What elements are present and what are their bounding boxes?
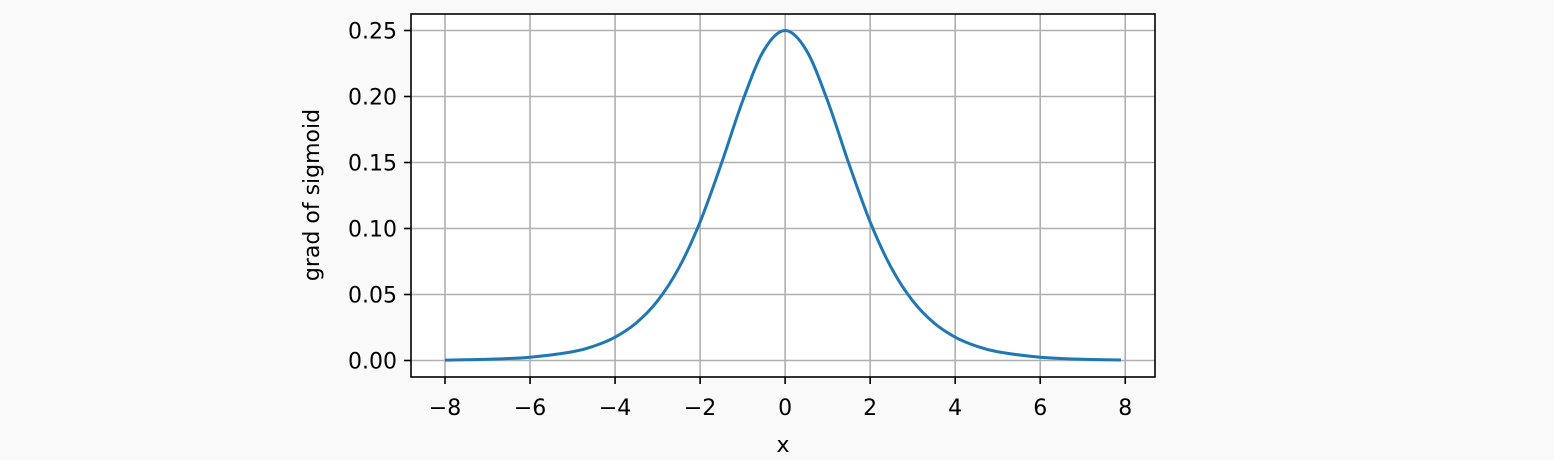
plot-area-background [411, 14, 1155, 377]
x-tick-label: 6 [1033, 396, 1047, 421]
x-tick-label: −4 [599, 396, 631, 421]
line-layer [444, 29, 1122, 362]
y-tick-label: 0.20 [348, 86, 397, 111]
y-tick-label: 0.05 [348, 284, 397, 309]
x-tick-label: −2 [684, 396, 716, 421]
y-axis: 0.00 0.05 0.10 0.15 0.20 0.25 [348, 20, 411, 375]
x-tick-label: −6 [514, 396, 546, 421]
grid-lines [411, 14, 1155, 377]
y-axis-label: grad of sigmoid [300, 109, 325, 281]
x-tick-label: 8 [1118, 396, 1132, 421]
series-line-0 [444, 29, 1122, 362]
y-tick-label: 0.00 [348, 350, 397, 375]
x-tick-label: 4 [948, 396, 962, 421]
y-tick-label: 0.15 [348, 152, 397, 177]
y-tick-label: 0.10 [348, 218, 397, 243]
x-tick-label: 2 [863, 396, 877, 421]
x-axis: −8 −6 −4 −2 0 2 4 6 8 [429, 377, 1132, 421]
y-tick-label: 0.25 [348, 20, 397, 45]
x-axis-label: x [776, 433, 789, 458]
x-tick-label: −8 [429, 396, 461, 421]
plot-frame [410, 13, 1156, 378]
x-tick-label: 0 [778, 396, 792, 421]
